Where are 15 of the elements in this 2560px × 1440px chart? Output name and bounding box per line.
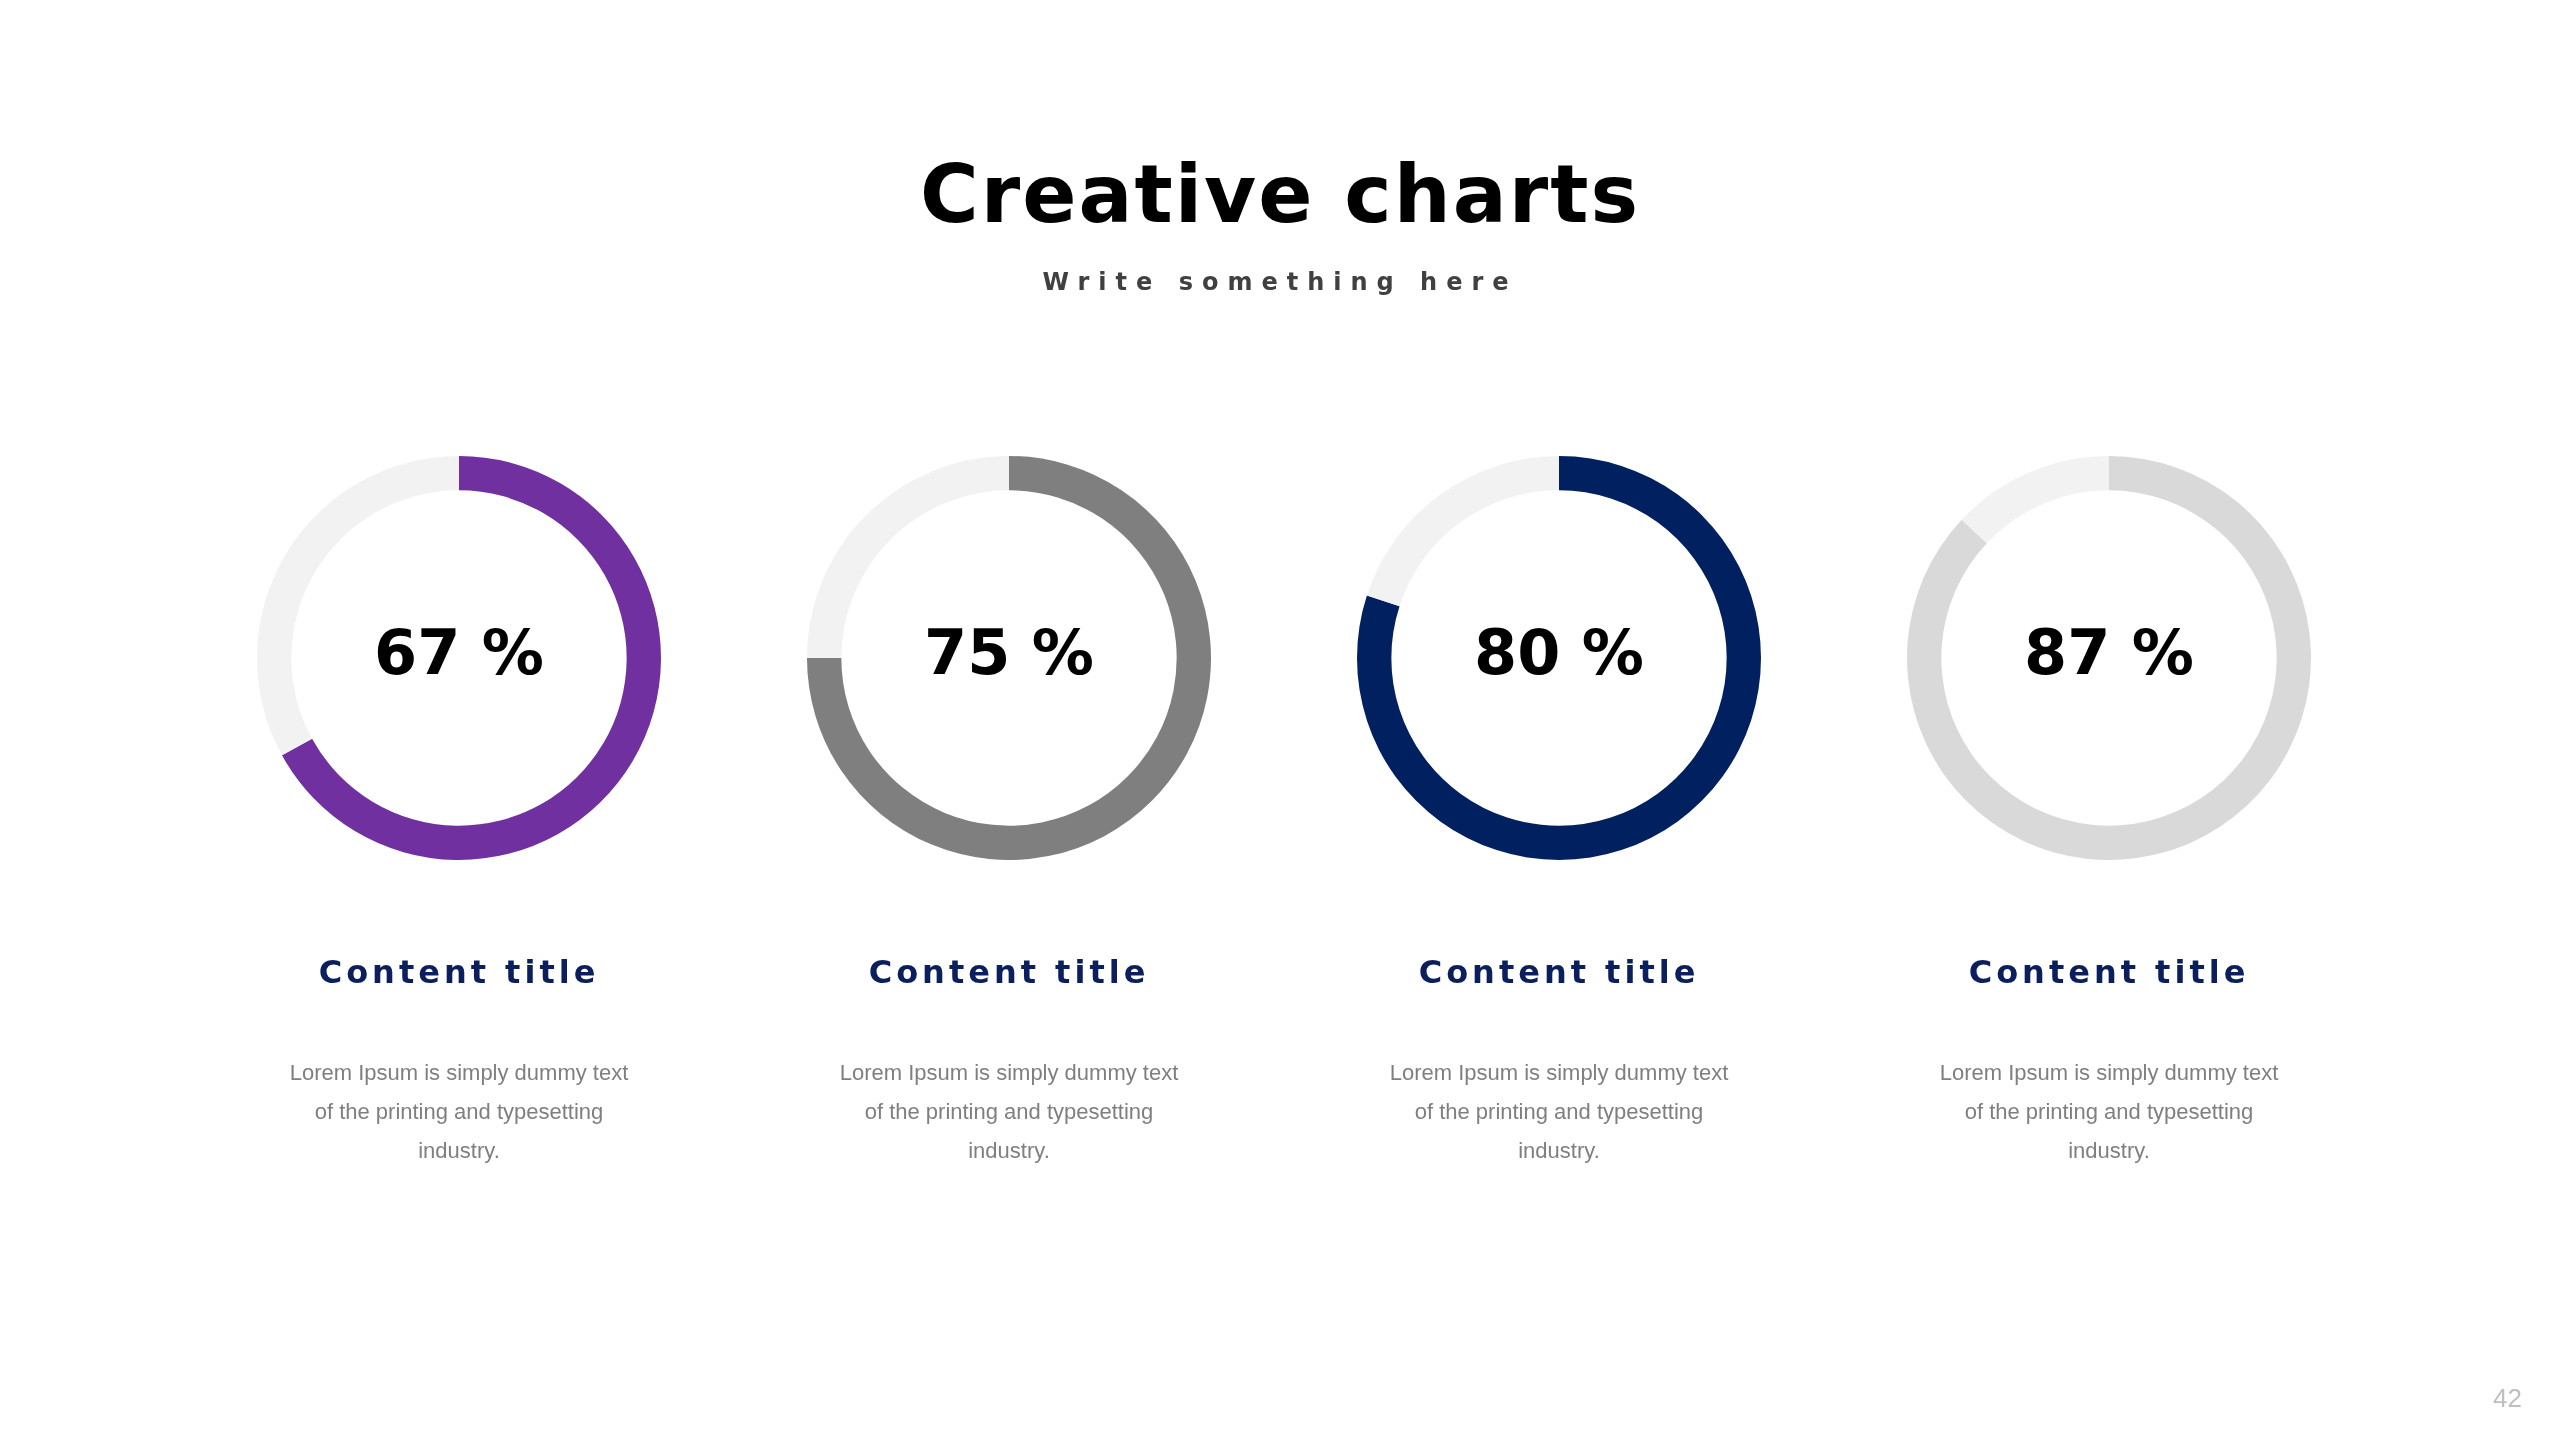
- text: Content title: [867, 953, 1151, 991]
- text: Lorem Ipsum is simply dummy text of the printing and typesetting industry.: [289, 1059, 629, 1165]
- data-label: 80 %: [1474, 616, 1644, 690]
- text: Write something here: [1041, 268, 1519, 296]
- text: Lorem Ipsum is simply dummy text of the printing and typesetting industry.: [1939, 1059, 2279, 1165]
- text: Content title: [317, 953, 601, 991]
- text: Creative charts: [919, 148, 1641, 241]
- text: 42: [2493, 1383, 2522, 1414]
- text: Lorem Ipsum is simply dummy text of the printing and typesetting industry.: [839, 1059, 1179, 1165]
- data-label: 87 %: [2024, 616, 2194, 690]
- data-label: 75 %: [924, 616, 1094, 690]
- text: Content title: [1967, 953, 2251, 991]
- text: Content title: [1417, 953, 1701, 991]
- data-label: 67 %: [374, 616, 544, 690]
- text: Lorem Ipsum is simply dummy text of the printing and typesetting industry.: [1389, 1059, 1729, 1165]
